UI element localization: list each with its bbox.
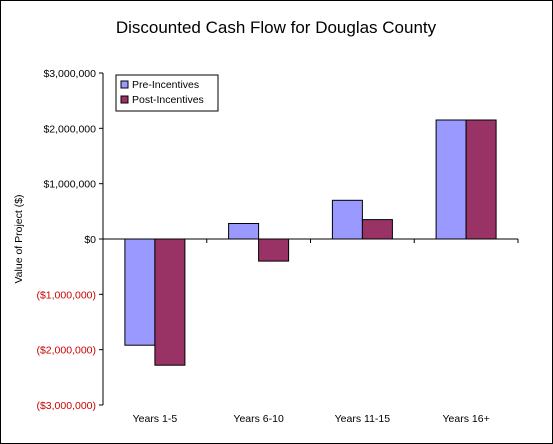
legend-swatch-2 [120,95,129,104]
x-tick-label-1: Years 1-5 [133,413,178,425]
y-tick-label-3: $1,000,000 [43,179,96,191]
x-ticks: Years 1-5 Years 6-10 Years 11-15 Years 16+ [102,239,519,425]
y-tick-label-5: ($1,000,000) [36,289,96,301]
bar-post-2 [258,238,290,262]
bar-post-3 [361,219,393,240]
legend-box [115,74,219,112]
y-tick-label-6: ($2,000,000) [36,345,96,357]
legend-label-1: Pre-Incentives [132,79,199,91]
y-tick-label-1: $3,000,000 [43,68,96,80]
bar-post-4 [465,119,497,240]
bar-pre-4 [435,119,467,240]
x-tick-label-4: Years 16+ [443,413,490,425]
legend-label-2: Post-Incentives [132,94,204,106]
chart-title: Discounted Cash Flow for Douglas County [116,18,437,37]
y-ticks: $3,000,000 $2,000,000 $1,000,000 $0 ($1,000,… [36,68,103,412]
y-axis-label: Value of Project ($) [13,194,25,283]
y-tick-label-2: $2,000,000 [43,123,96,135]
legend-swatch-1 [120,80,129,89]
bar-pre-3 [331,199,363,240]
x-tick-label-2: Years 6-10 [233,413,284,425]
y-axis-label-group: Value of Project ($) [13,194,25,283]
legend: Pre-Incentives Post-Incentives [115,74,219,112]
bar-pre-2 [228,223,260,240]
bar-post-1 [154,238,186,366]
y-tick-label-7: ($3,000,000) [36,400,96,412]
y-tick-label-4: $0 [84,234,96,246]
bar-pre-1 [124,238,156,346]
x-tick-label-3: Years 11-15 [335,413,391,425]
